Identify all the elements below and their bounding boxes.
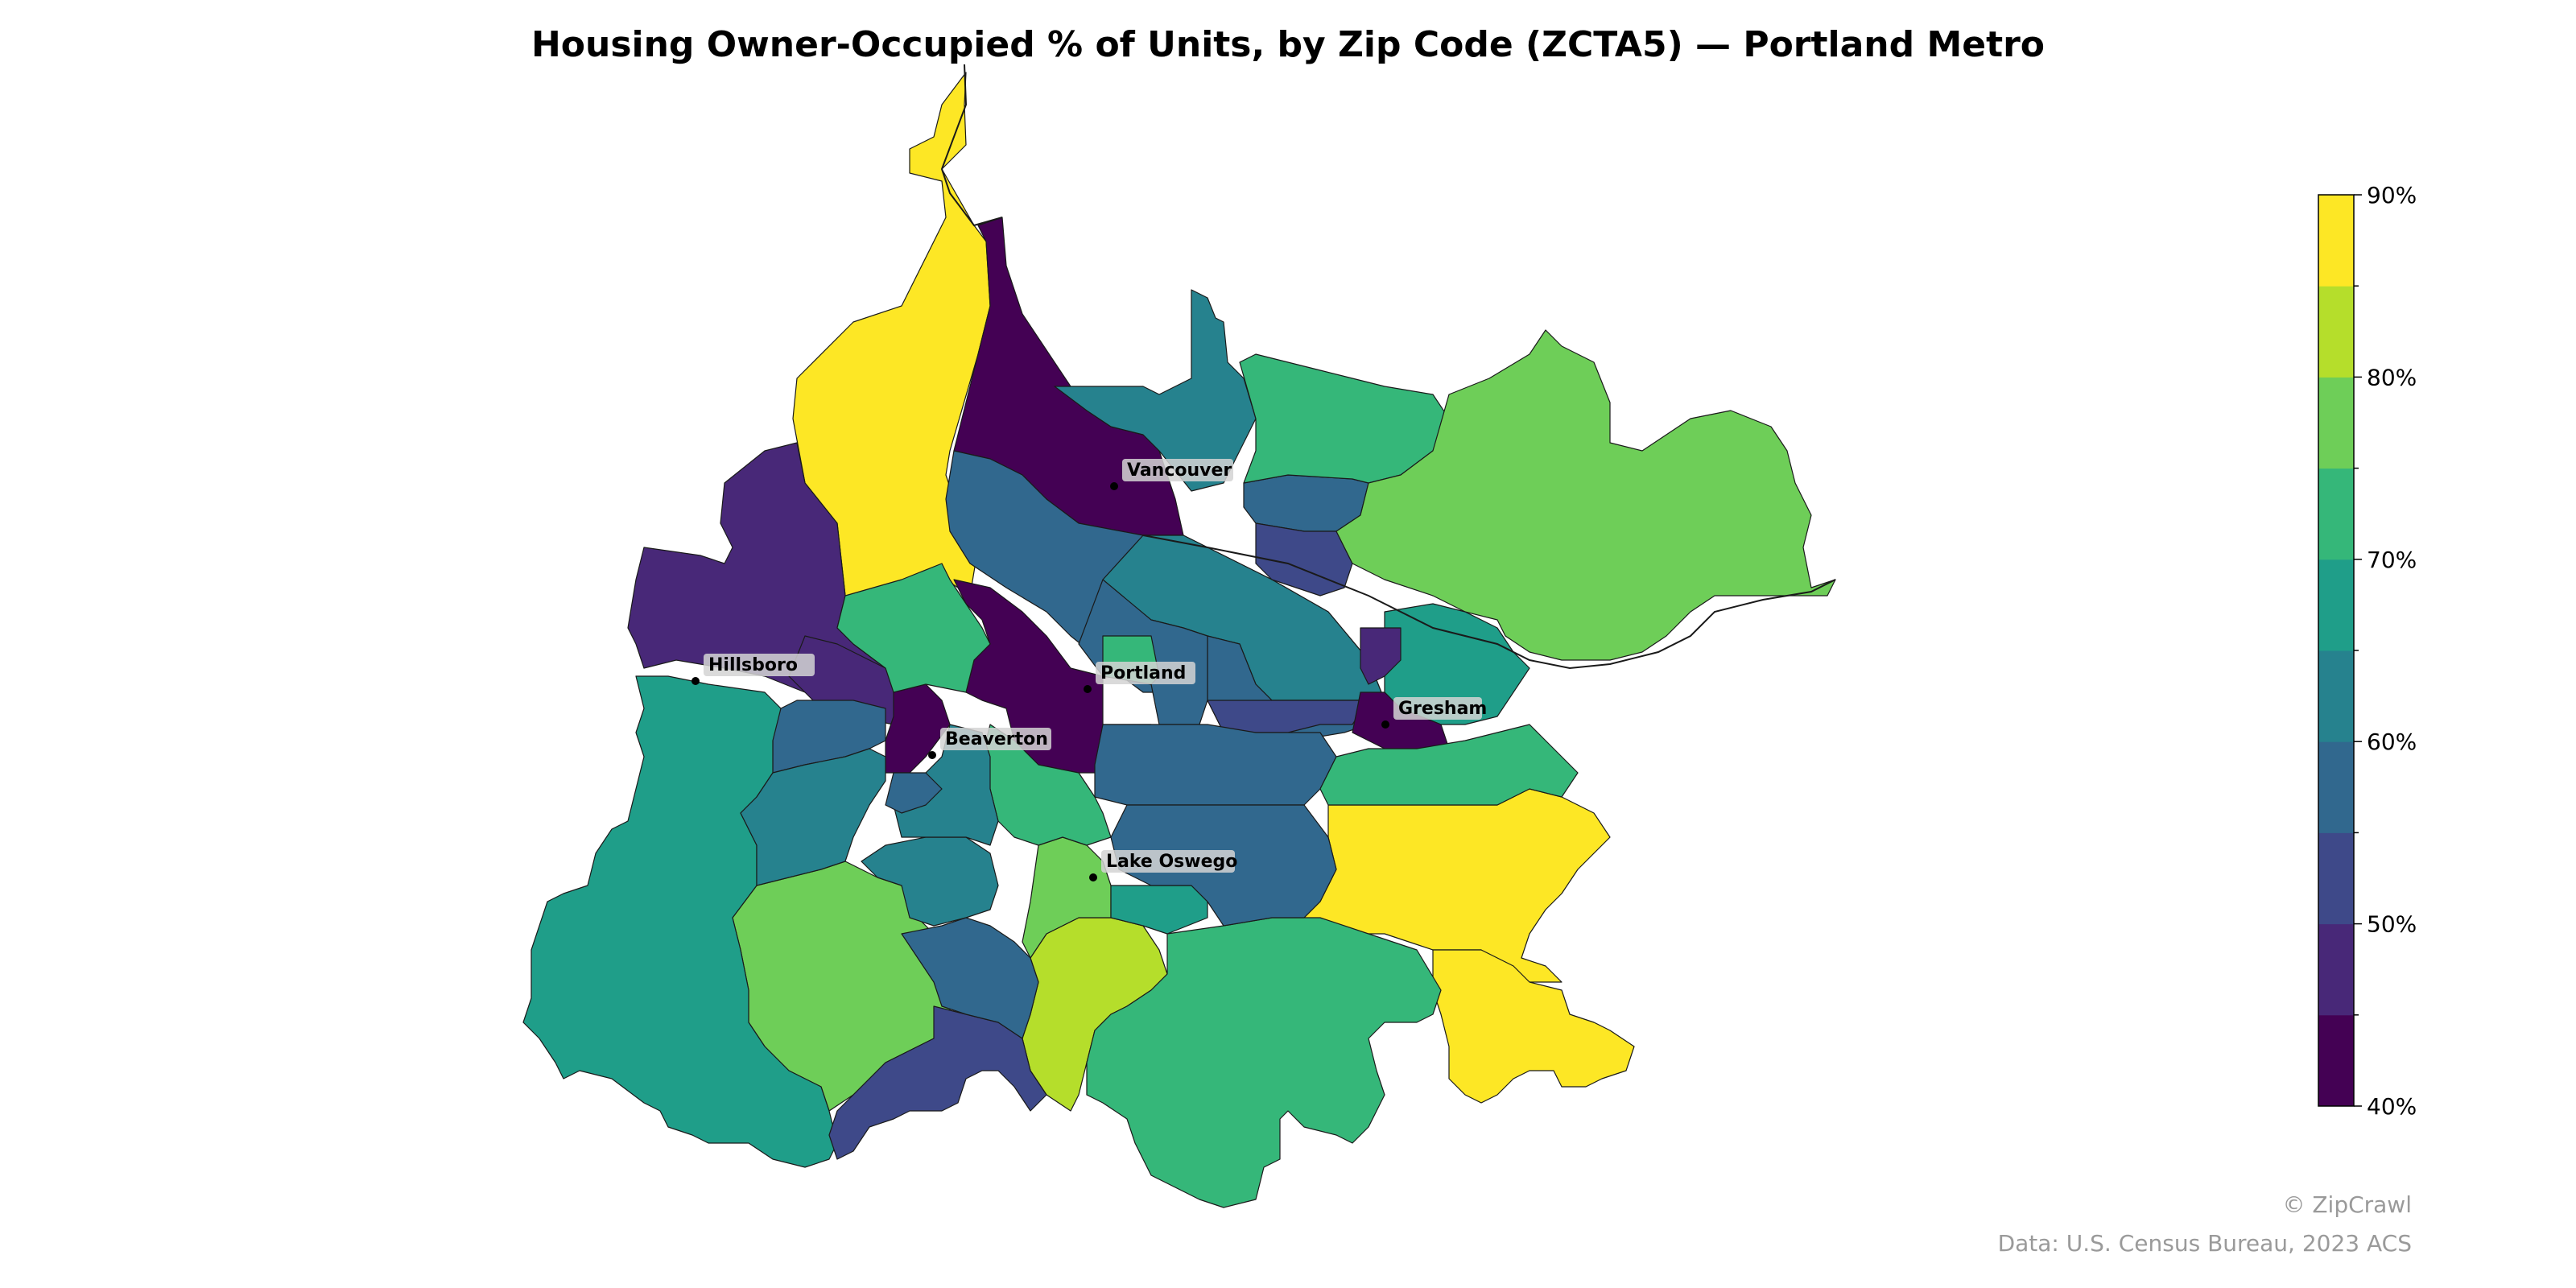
city-label: Lake Oswego xyxy=(1106,852,1237,872)
zip-region[interactable] xyxy=(901,917,1039,1039)
colorbar-segment xyxy=(2318,559,2354,651)
colorbar-tick-label: 40% xyxy=(2367,1093,2417,1120)
city-dot xyxy=(691,677,700,685)
city-label: Hillsboro xyxy=(708,655,798,675)
credit-source: Data: U.S. Census Bureau, 2023 ACS xyxy=(1997,1230,2412,1257)
city-markers: Vancouver Hillsboro Portland Beaverton Gresh… xyxy=(691,459,1487,881)
city-label-background xyxy=(704,654,815,676)
zip-region[interactable] xyxy=(1054,289,1257,492)
columbia-river-line xyxy=(940,64,1836,670)
zip-region[interactable] xyxy=(1432,949,1635,1104)
colorbar: 40% 50% 60% 70% 80% 90% xyxy=(2318,182,2417,1120)
city-label: Beaverton xyxy=(945,729,1048,749)
zip-region[interactable] xyxy=(740,748,886,886)
city-dot xyxy=(928,751,936,759)
map-title: Housing Owner-Occupied % of Units, by Zi… xyxy=(530,24,2046,65)
city-dot xyxy=(1110,482,1118,490)
city-label-background xyxy=(1393,697,1482,720)
city-dot xyxy=(1381,720,1389,729)
colorbar-tick-label: 90% xyxy=(2367,182,2417,208)
city-label-background xyxy=(940,728,1051,750)
zip-region[interactable] xyxy=(836,563,991,693)
zip-region[interactable] xyxy=(1086,917,1442,1208)
colorbar-tick-label: 80% xyxy=(2367,364,2417,390)
colorbar-segment xyxy=(2318,1014,2354,1107)
city-label-background xyxy=(1122,459,1233,481)
city-dot xyxy=(1089,873,1097,881)
colorbar-segment xyxy=(2318,468,2354,560)
colorbar-segment xyxy=(2318,650,2354,742)
city-label-background xyxy=(1101,850,1235,873)
city-dot xyxy=(1084,685,1092,693)
zip-region[interactable] xyxy=(1360,627,1402,685)
colorbar-tick-label: 60% xyxy=(2367,729,2417,755)
city-label: Vancouver xyxy=(1127,460,1232,481)
zip-region[interactable] xyxy=(885,772,943,814)
city-label: Portland xyxy=(1100,663,1186,683)
colorbar-segment xyxy=(2318,832,2354,925)
credit-brand: © ZipCrawl xyxy=(2282,1191,2412,1218)
colorbar-segment xyxy=(2318,286,2354,378)
zip-code-regions xyxy=(522,72,1836,1208)
colorbar-segment xyxy=(2318,741,2354,833)
colorbar-segment xyxy=(2318,377,2354,469)
zip-region[interactable] xyxy=(1319,724,1579,806)
zip-region[interactable] xyxy=(1255,522,1353,597)
city-label-background xyxy=(1096,662,1195,684)
city-label: Gresham xyxy=(1398,699,1487,719)
colorbar-segment xyxy=(2318,923,2354,1016)
colorbar-tick-label: 50% xyxy=(2367,911,2417,938)
zip-region[interactable] xyxy=(1335,329,1836,661)
zip-region[interactable] xyxy=(1094,724,1337,806)
zip-region[interactable] xyxy=(828,1005,1047,1160)
colorbar-segment xyxy=(2318,195,2354,287)
zip-region[interactable] xyxy=(885,683,951,774)
colorbar-tick-label: 70% xyxy=(2367,547,2417,573)
